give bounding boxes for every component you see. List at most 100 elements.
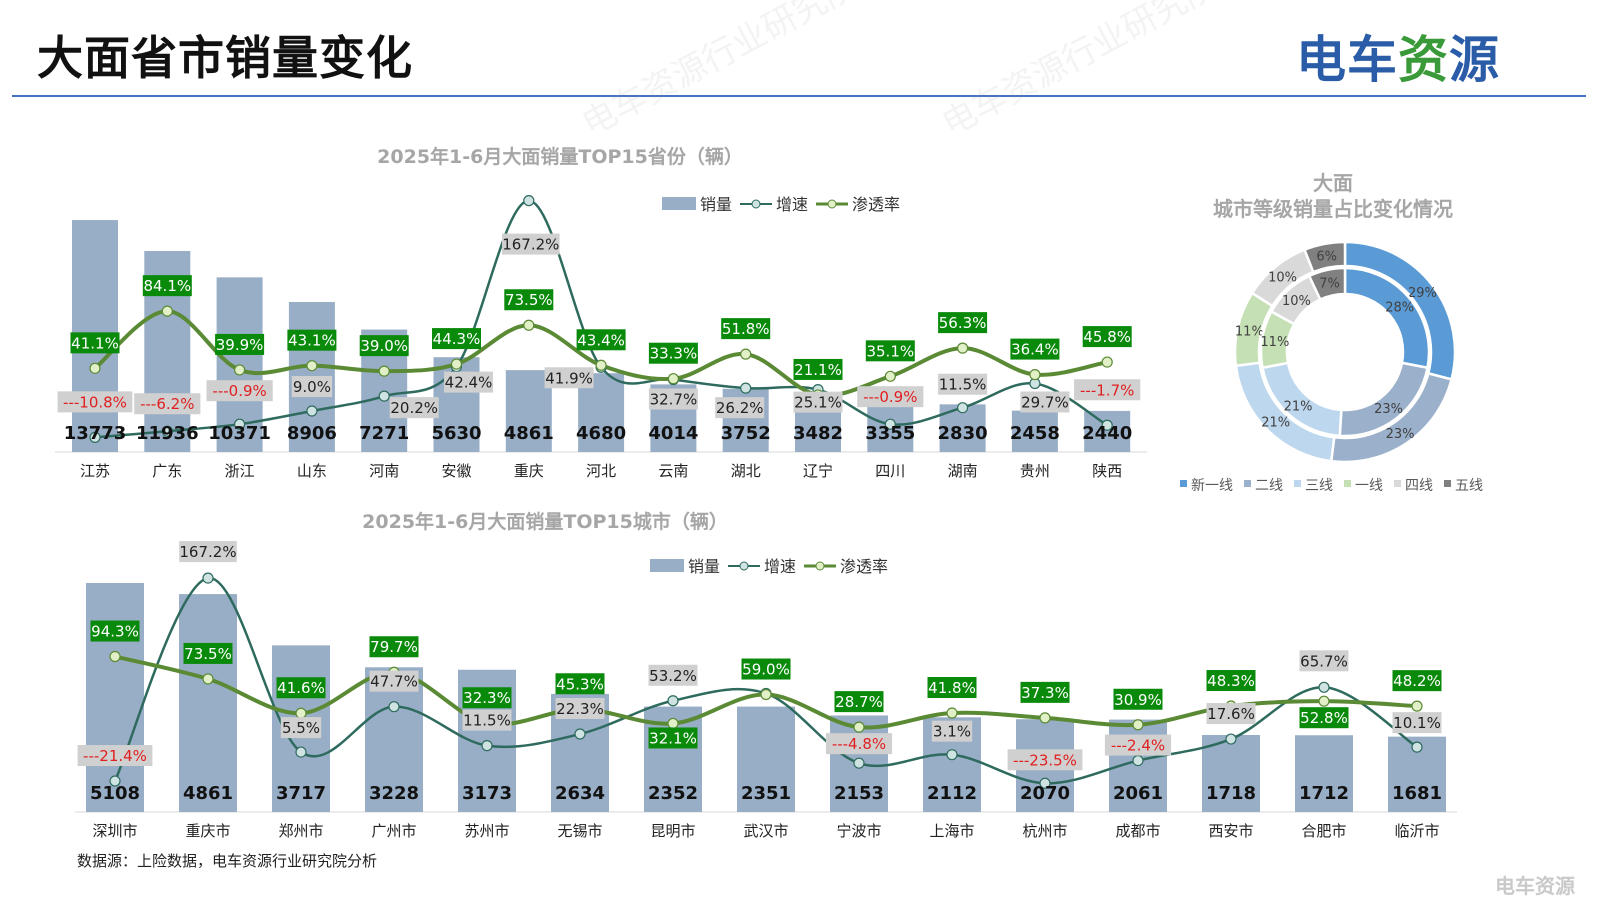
growth-point bbox=[740, 382, 752, 394]
growth-data-label: 22.3% bbox=[556, 700, 604, 718]
x-tick-label: 贵州 bbox=[1020, 462, 1050, 480]
x-tick-label: 河北 bbox=[586, 462, 616, 480]
penetration-point bbox=[956, 342, 969, 354]
penetration-point bbox=[450, 358, 463, 370]
penetration-data-label-bg bbox=[142, 275, 192, 297]
penetration-point bbox=[523, 319, 535, 331]
brand-logo: 电车资源 bbox=[1296, 31, 1500, 89]
x-tick-label: 西安市 bbox=[1208, 822, 1253, 840]
x-tick-label: 山东 bbox=[297, 462, 327, 480]
x-tick-label: 杭州市 bbox=[1022, 822, 1067, 840]
x-tick-label: 无锡市 bbox=[557, 822, 602, 840]
bar-sales bbox=[1295, 735, 1353, 812]
chart-title: 2025年1-6月大面销量TOP15城市（辆） bbox=[362, 510, 728, 533]
bar-value-label: 2153 bbox=[834, 783, 884, 804]
penetration-data-label-bg bbox=[369, 636, 419, 658]
donut-inner-label: 21% bbox=[1284, 399, 1313, 414]
growth-data-label-bg bbox=[502, 233, 560, 255]
growth-data-label-bg bbox=[1206, 703, 1256, 725]
growth-data-label-bg bbox=[825, 733, 893, 755]
growth-data-label: 5.5% bbox=[282, 719, 320, 737]
penetration-point bbox=[89, 362, 101, 374]
penetration-data-label: 28.7% bbox=[835, 693, 883, 711]
growth-data-label: 65.7% bbox=[1300, 652, 1348, 670]
bar-value-label: 2440 bbox=[1082, 423, 1132, 444]
growth-point bbox=[574, 728, 586, 740]
chart-title: 2025年1-6月大面销量TOP15省份（辆） bbox=[377, 145, 743, 168]
growth-data-label: ---0.9% bbox=[863, 388, 917, 406]
bar-value-label: 2634 bbox=[555, 783, 605, 804]
bar-value-label: 4680 bbox=[576, 423, 626, 444]
penetration-data-label-bg bbox=[865, 340, 915, 362]
penetration-data-label: 41.8% bbox=[928, 679, 976, 697]
growth-data-label-bg bbox=[1299, 650, 1349, 672]
growth-data-label-bg bbox=[1074, 379, 1141, 401]
growth-point bbox=[306, 405, 318, 417]
penetration-data-label: 48.2% bbox=[1393, 672, 1441, 690]
penetration-data-label-bg bbox=[432, 328, 481, 350]
donut-outer-label: 11% bbox=[1235, 325, 1264, 340]
bar-value-label: 1718 bbox=[1206, 783, 1256, 804]
bar-value-label: 2830 bbox=[938, 423, 988, 444]
growth-data-label: 53.2% bbox=[649, 667, 697, 685]
data-source-note: 数据源：上险数据，电车资源行业研究院分析 bbox=[77, 852, 378, 870]
growth-point bbox=[1132, 754, 1144, 767]
x-tick-label: 重庆市 bbox=[185, 822, 230, 840]
penetration-data-label: 56.3% bbox=[939, 314, 987, 332]
growth-data-label-bg bbox=[715, 397, 765, 419]
bar-value-label: 3355 bbox=[865, 423, 915, 444]
growth-data-label-bg bbox=[648, 664, 698, 686]
legend-penetration-label: 渗透率 bbox=[840, 557, 888, 576]
donut-outer-label: 21% bbox=[1261, 415, 1290, 430]
donut-legend-swatch bbox=[1294, 480, 1301, 487]
penetration-data-label-bg bbox=[287, 329, 337, 351]
x-tick-label: 辽宁 bbox=[803, 462, 833, 480]
penetration-data-label: 43.4% bbox=[577, 331, 625, 349]
bar-value-label: 3228 bbox=[369, 783, 419, 804]
penetration-data-label-bg bbox=[70, 332, 120, 354]
growth-data-label: 3.1% bbox=[933, 723, 971, 741]
bar-value-label: 3717 bbox=[276, 783, 326, 804]
penetration-data-label-bg bbox=[834, 691, 884, 713]
bar-value-label: 5630 bbox=[431, 423, 481, 444]
bar-value-label: 8906 bbox=[287, 423, 337, 444]
penetration-data-label-bg bbox=[938, 312, 988, 334]
growth-data-label: 42.4% bbox=[445, 374, 493, 392]
bar-sales bbox=[1084, 410, 1131, 452]
growth-point bbox=[1039, 777, 1051, 789]
bar-value-label: 2070 bbox=[1020, 783, 1070, 804]
x-tick-label: 郑州市 bbox=[278, 822, 323, 840]
penetration-point bbox=[378, 365, 390, 377]
penetration-point bbox=[1029, 368, 1041, 381]
penetration-data-label: 94.3% bbox=[91, 623, 139, 641]
penetration-data-label: 44.3% bbox=[433, 330, 481, 348]
penetration-point bbox=[202, 673, 214, 685]
penetration-point bbox=[946, 707, 958, 719]
growth-point bbox=[89, 431, 101, 443]
x-tick-label: 河南 bbox=[369, 462, 399, 480]
growth-point bbox=[1101, 419, 1113, 431]
penetration-data-label-bg bbox=[276, 677, 326, 699]
growth-data-label: 41.9% bbox=[545, 369, 593, 387]
penetration-data-label: 33.3% bbox=[650, 345, 698, 363]
donut-inner-label: 7% bbox=[1319, 277, 1340, 292]
x-tick-label: 陕西 bbox=[1092, 462, 1122, 480]
growth-data-label-bg bbox=[280, 717, 322, 739]
penetration-data-label: 37.3% bbox=[1021, 684, 1069, 702]
legend-growth-marker bbox=[739, 561, 749, 571]
legend-penetration-marker bbox=[815, 561, 825, 571]
x-tick-label: 苏州市 bbox=[464, 822, 509, 840]
growth-point bbox=[667, 695, 679, 707]
bar-value-label: 1712 bbox=[1299, 783, 1349, 804]
donut-outer-label: 6% bbox=[1316, 250, 1337, 265]
penetration-data-label: 45.3% bbox=[556, 675, 604, 693]
growth-data-label-bg bbox=[544, 367, 594, 389]
x-tick-label: 重庆 bbox=[514, 462, 544, 480]
donut-inner-label: 23% bbox=[1374, 402, 1403, 417]
x-tick-label: 成都市 bbox=[1115, 822, 1160, 840]
growth-point bbox=[956, 402, 969, 414]
growth-point bbox=[1225, 733, 1237, 745]
penetration-data-label-bg bbox=[215, 333, 265, 355]
penetration-data-label: 59.0% bbox=[742, 661, 790, 679]
